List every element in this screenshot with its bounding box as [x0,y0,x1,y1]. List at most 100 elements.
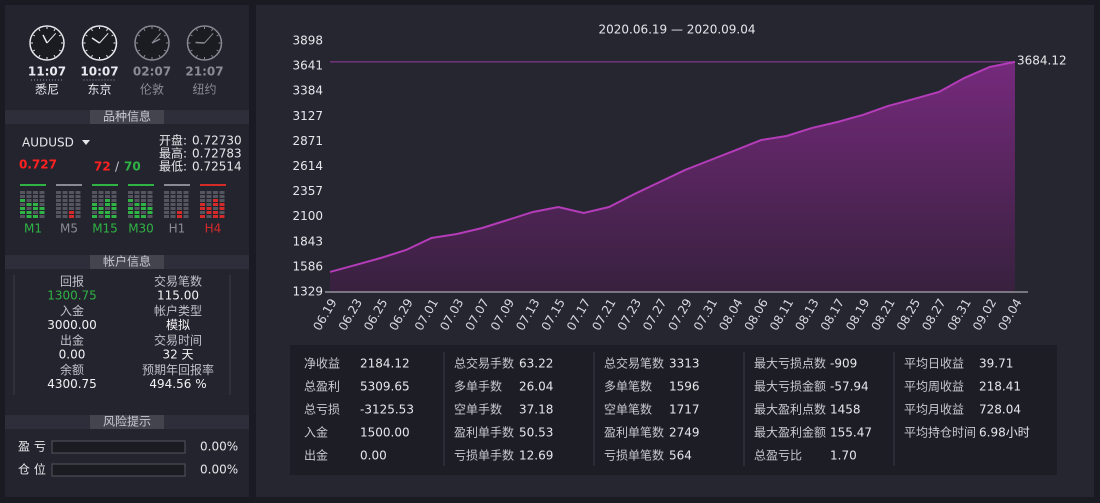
y-tick-label: 3641 [292,59,323,73]
indicator-seg [92,199,97,202]
stat-label: 总亏损 [304,403,340,417]
indicator-seg [111,215,117,218]
clock-city: 伦敦 [140,82,164,97]
indicator-seg [98,199,104,202]
stat-value: 26.04 [519,380,553,394]
indicator-seg [20,199,25,202]
indicator-seg [128,211,133,214]
stat-value: 564 [669,449,692,463]
indicator-seg [56,211,61,214]
indicator-seg [177,203,182,206]
price-main: 0.727 [19,158,57,172]
indicator-seg [219,199,225,202]
indicator-seg [26,211,32,214]
indicator-seg [183,215,189,218]
account-value: 模拟 [166,318,190,332]
minute-hand [46,33,57,44]
indicator-seg [200,203,205,206]
stat-value: 1.70 [830,449,857,463]
indicator-seg [33,211,38,214]
indicator-seg [111,207,117,210]
indicator-seg [213,215,218,218]
indicator-seg [164,199,169,202]
clock-tick [85,34,88,37]
y-tick-label: 2871 [292,134,323,148]
indicator-cap [56,184,82,186]
indicator-seg [98,211,104,214]
clock-tick [111,34,114,37]
minute-hand [204,33,214,44]
indicator-seg [183,195,189,198]
indicator-seg [200,207,205,210]
indicator-seg [177,199,182,202]
indicator-seg [56,207,61,210]
indicator-seg [200,215,205,218]
indicator-seg [183,207,189,210]
indicator-seg [98,191,104,194]
account-value: 1300.75 [47,289,97,303]
indicator-seg [147,207,153,210]
indicator-seg [20,195,25,198]
clock-city: 东京 [87,83,111,97]
indicator-seg [111,191,117,194]
indicator-seg [75,207,81,210]
stat-label: 平均月收益 [904,403,964,417]
indicator-seg [147,215,153,218]
stat-label: 最大亏损点数 [754,356,826,371]
indicator-seg [33,215,38,218]
indicator-seg [206,211,212,214]
indicator-seg [62,203,68,206]
indicator-seg [147,211,153,214]
stat-value: 3313 [669,357,700,371]
clock-tick [211,28,213,32]
indicator-seg [141,207,146,210]
section-header [90,110,164,124]
risk-label: 仓 位 [18,462,46,477]
indicator-seg [128,199,133,202]
account-value: 4300.75 [47,377,97,391]
indicator-seg [39,215,45,218]
indicator-seg [213,195,218,198]
clock-tick [196,54,198,58]
indicator-seg [26,191,32,194]
stat-label: 总交易笔数 [604,356,664,371]
indicator-seg [75,203,81,206]
indicator-seg [105,195,110,198]
indicator-seg [164,195,169,198]
indicator-seg [56,195,61,198]
indicator-seg [26,215,32,218]
indicator-seg [33,191,38,194]
indicator-seg [206,191,212,194]
indicator-seg [206,203,212,206]
indicator-seg [92,203,97,206]
clock-tick [106,54,108,58]
hour-hand [195,41,205,44]
indicator-seg [105,191,110,194]
stat-value: -909 [830,357,857,371]
indicator-seg [134,207,140,210]
indicator-seg [164,207,169,210]
account-label: 交易时间 [154,333,202,348]
indicator-seg [141,195,146,198]
stat-label: 平均日收益 [904,357,964,371]
indicator-seg [141,203,146,206]
stat-label: 平均持仓时间 [904,425,976,440]
clock-tick [196,28,198,32]
indicator-seg [33,199,38,202]
clock-tick [158,28,161,32]
account-value: 115.00 [157,289,199,303]
risk-value: 0.00% [200,440,238,454]
stat-value: 50.53 [519,426,553,440]
y-tick-label: 3127 [292,109,323,123]
clock-tick [216,34,219,37]
indicator-seg [170,203,176,206]
section-header [90,255,164,269]
stat-value: 155.47 [830,426,872,440]
indicator-seg [147,199,153,202]
clock-time: 21:07 [185,65,223,79]
stat-label: 空单手数 [454,402,502,417]
indicator-seg [213,203,218,206]
indicator-seg [92,195,97,198]
account-label: 出金 [60,333,84,348]
indicator-seg [39,211,45,214]
